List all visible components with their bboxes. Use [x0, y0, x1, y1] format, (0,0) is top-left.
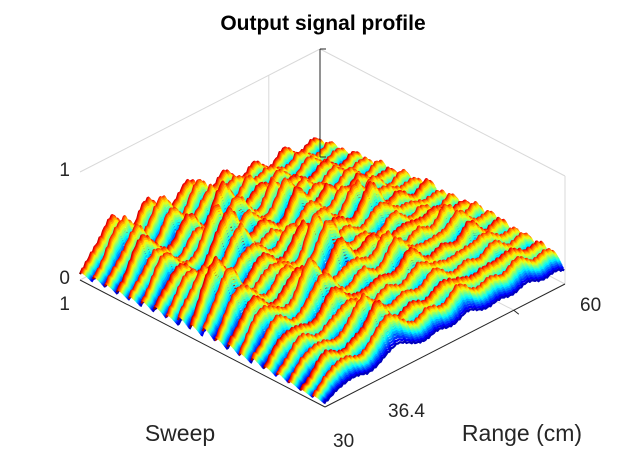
surface-strip [269, 224, 511, 372]
y-tick-1: 1 [59, 294, 70, 315]
x-tick-mark [513, 309, 520, 315]
x-axis-line [324, 283, 566, 408]
surface-strip [315, 250, 558, 398]
surface-strip [252, 210, 495, 360]
chart-title: Output signal profile [220, 12, 425, 35]
surface-strip [314, 249, 557, 398]
surface-strip [266, 219, 509, 370]
surface-strip [321, 264, 564, 403]
axes-lines [79, 48, 566, 408]
surface-strip [317, 253, 559, 399]
surface-strip [322, 266, 565, 404]
surface-strip [318, 256, 561, 401]
surface-strip [317, 255, 560, 400]
surface-strip [267, 221, 510, 370]
surface-strip [319, 258, 562, 401]
x-tick-60: 60 [580, 295, 601, 316]
surface-strip [320, 260, 562, 402]
surface-strip [320, 262, 563, 403]
surface-strip [304, 244, 546, 393]
surface-strip [268, 223, 511, 371]
surface-strip [316, 252, 559, 399]
z-tick-0: 0 [59, 268, 70, 289]
y-axis-line [79, 279, 326, 408]
grid-line [79, 48, 321, 173]
surface-strip [323, 268, 565, 405]
x-tick-36-4: 36.4 [388, 401, 425, 422]
surface-strip [253, 211, 496, 360]
surface-strip [302, 242, 545, 392]
x-tick-30: 30 [333, 431, 354, 452]
z-tick-1: 1 [59, 160, 70, 181]
x-axis-label: Range (cm) [462, 420, 582, 446]
surface-strip [265, 218, 508, 369]
surface-mesh [79, 137, 565, 405]
grid-line [319, 48, 566, 177]
surface-strip [255, 214, 497, 362]
surface-strip [303, 243, 546, 392]
y-axis-label: Sweep [145, 420, 215, 446]
surface-strip [254, 213, 497, 361]
